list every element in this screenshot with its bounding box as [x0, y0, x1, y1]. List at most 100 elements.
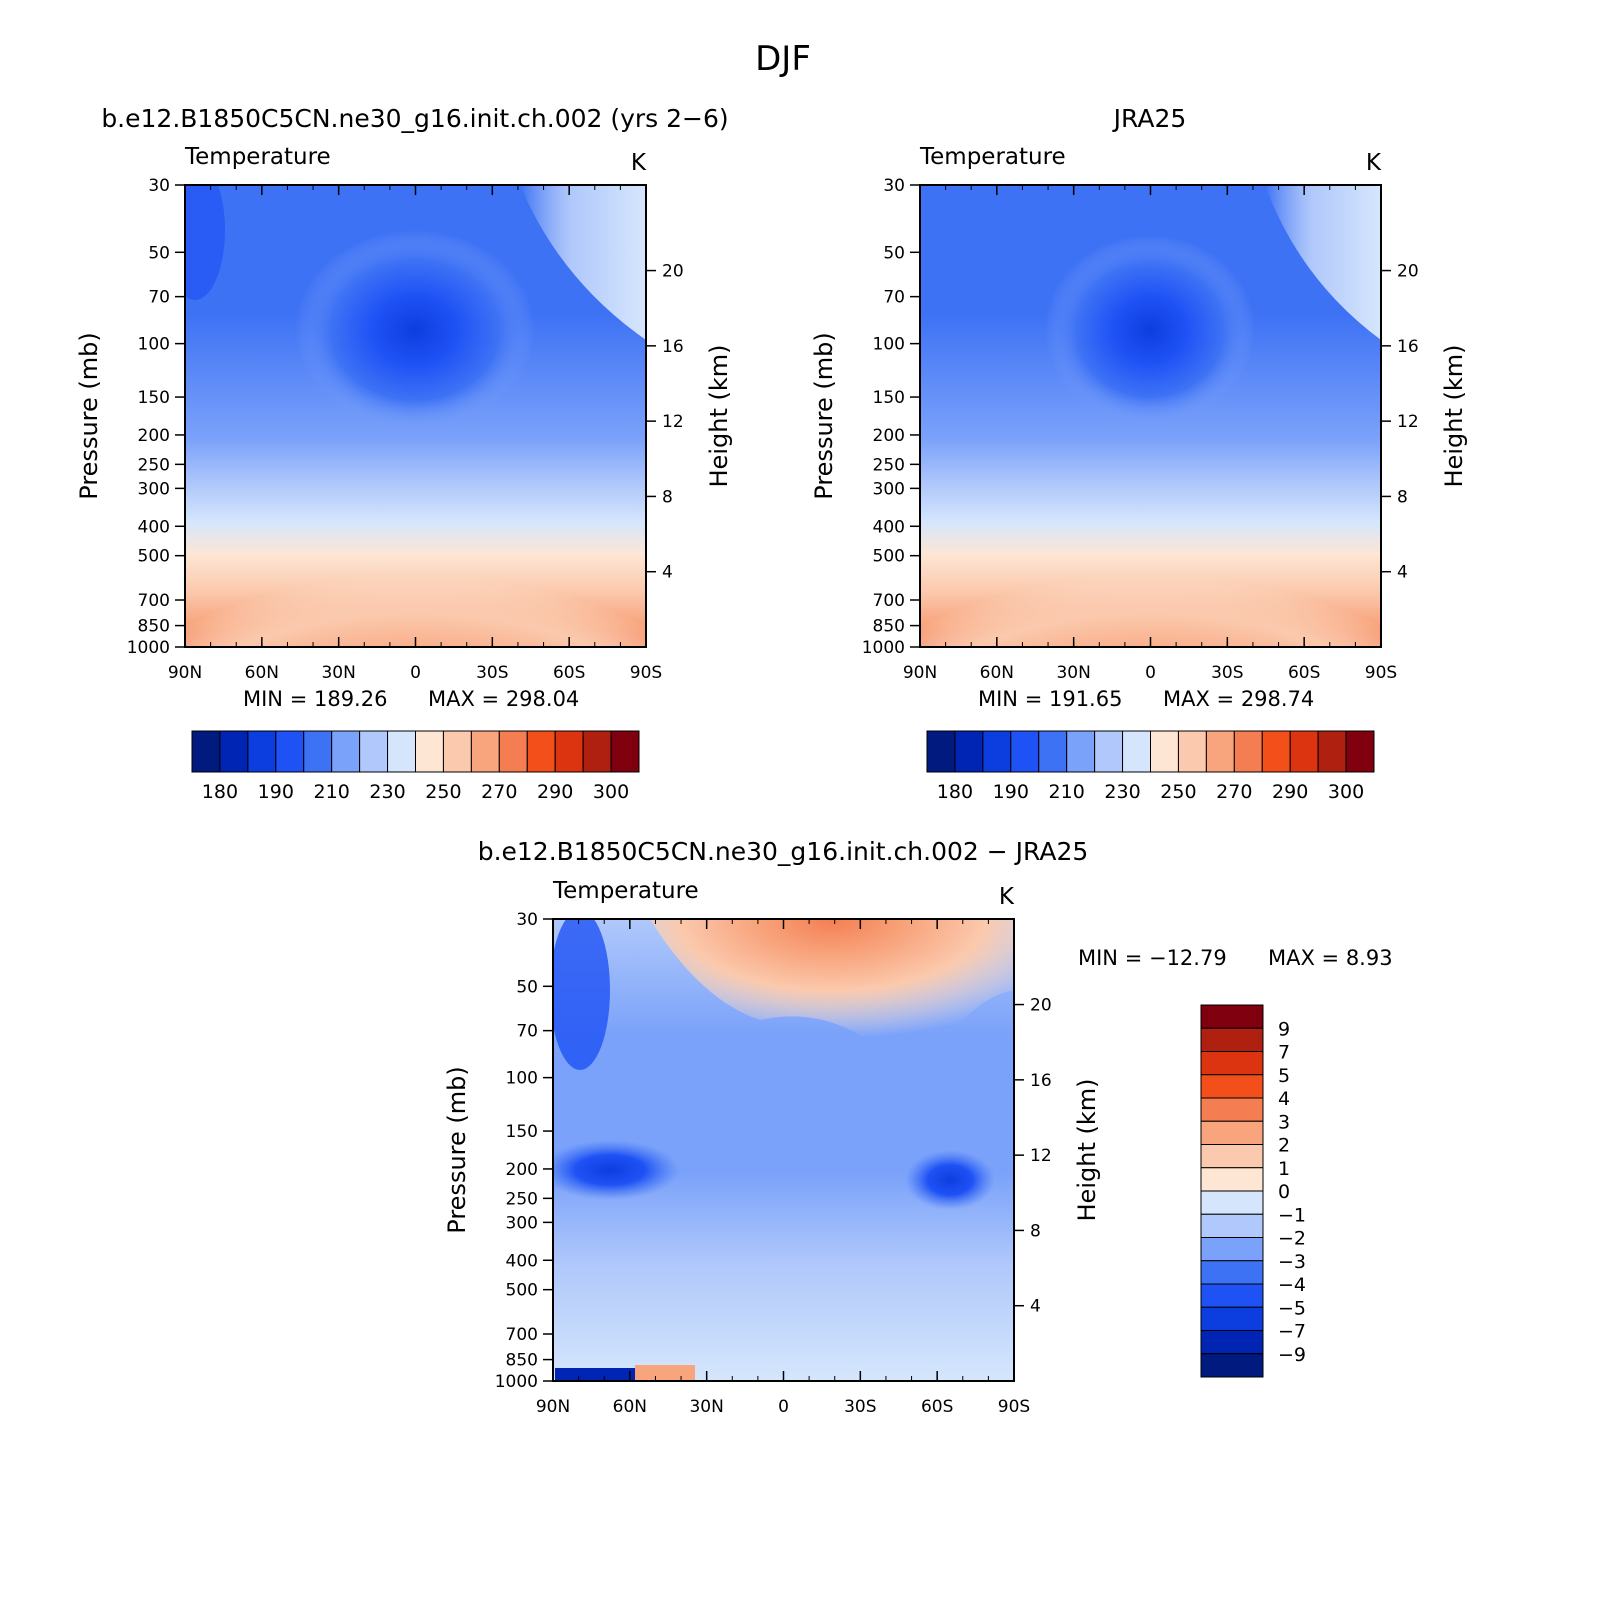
colorbar-swatch [1200, 1306, 1264, 1331]
min-label: MIN = 191.65 [978, 687, 1122, 711]
colorbar-swatch [1261, 730, 1291, 773]
colorbar-swatch [610, 730, 640, 773]
y-tick-label: 500 [506, 1281, 538, 1301]
panel-title: JRA25 [1112, 104, 1187, 133]
colorbar-label: 9 [1278, 1018, 1290, 1040]
colorbar-label: 300 [1328, 781, 1364, 803]
y-tick-label: 200 [506, 1160, 538, 1180]
y-tick-label: 400 [138, 517, 170, 537]
x-tick-label: 0 [1145, 663, 1156, 683]
y-tick-label: 1000 [127, 638, 170, 658]
y-right-tick-label: 20 [662, 262, 684, 282]
colorbar-swatch [982, 730, 1012, 773]
x-tick-label: 60N [245, 663, 279, 683]
colorbar-label: 5 [1278, 1065, 1290, 1087]
x-tick-label: 60N [980, 663, 1014, 683]
colorbar-label: 180 [202, 781, 238, 803]
x-tick-label: 30S [476, 663, 508, 683]
y-tick-label: 100 [873, 335, 905, 355]
y-tick-label: 400 [506, 1251, 538, 1271]
y-tick-label: 400 [873, 517, 905, 537]
colorbar-swatch [1066, 730, 1096, 773]
contour-field [920, 185, 1381, 647]
y-right-axis-title: Height (km) [705, 345, 733, 488]
x-tick-label: 60S [921, 1397, 953, 1417]
panel-difference: b.e12.B1850C5CN.ne30_g16.init.ch.002 − J… [443, 837, 1393, 1417]
units-label: K [1366, 150, 1382, 176]
y-tick-label: 150 [506, 1122, 538, 1142]
colorbar-swatch [1200, 1004, 1264, 1029]
colorbar-label: 180 [937, 781, 973, 803]
colorbar: 180 190 210 230 250 270 290 300 [926, 730, 1375, 803]
x-tick-label: 0 [778, 1397, 789, 1417]
colorbar-label: 3 [1278, 1111, 1290, 1133]
x-tick-label: 60N [613, 1397, 647, 1417]
x-tick-label: 90N [168, 663, 202, 683]
y-right-tick-label: 8 [1030, 1221, 1041, 1241]
y-tick-label: 50 [148, 243, 170, 263]
colorbar-label: 0 [1278, 1181, 1290, 1203]
colorbar-label: 230 [1104, 781, 1140, 803]
y-axis-title: Pressure (mb) [75, 332, 103, 499]
colorbar-swatch [1200, 1283, 1264, 1308]
y-axis-right: 20 16 12 8 4 [646, 262, 684, 583]
y-right-tick-label: 4 [1397, 563, 1408, 583]
colorbar-swatch [1150, 730, 1179, 773]
y-tick-label: 500 [138, 547, 170, 567]
colorbar-swatch [498, 730, 528, 773]
y-axis-right: 20 16 12 8 4 [1014, 996, 1052, 1317]
y-axis-title: Pressure (mb) [810, 332, 838, 499]
y-tick-label: 100 [506, 1069, 538, 1089]
colorbar-swatch [219, 730, 249, 773]
y-tick-label: 250 [506, 1189, 538, 1209]
y-right-tick-label: 16 [662, 337, 684, 357]
x-tick-label: 30N [321, 663, 355, 683]
figure-title: DJF [755, 39, 811, 79]
colorbar-label: 250 [425, 781, 461, 803]
y-tick-label: 100 [138, 335, 170, 355]
y-tick-label: 70 [883, 288, 905, 308]
x-tick-label: 90N [536, 1397, 570, 1417]
colorbar-swatch [1200, 1120, 1264, 1145]
y-right-tick-label: 12 [662, 412, 684, 432]
colorbar-swatch [1200, 1074, 1264, 1099]
colorbar-label: 190 [993, 781, 1029, 803]
colorbar-label: −3 [1278, 1251, 1306, 1273]
colorbar-swatch [1177, 730, 1207, 773]
y-tick-label: 50 [883, 243, 905, 263]
colorbar-label: −9 [1278, 1344, 1306, 1366]
colorbar-swatch [554, 730, 584, 773]
y-right-axis-title: Height (km) [1073, 1079, 1101, 1222]
colorbar-swatch [954, 730, 984, 773]
y-tick-label: 850 [506, 1351, 538, 1371]
colorbar-swatch [470, 730, 500, 773]
panel-title: b.e12.B1850C5CN.ne30_g16.init.ch.002 (yr… [101, 104, 728, 133]
y-right-tick-label: 4 [1030, 1297, 1041, 1317]
x-tick-label: 30N [689, 1397, 723, 1417]
colorbar-label: 210 [1049, 781, 1085, 803]
y-right-tick-label: 12 [1030, 1146, 1052, 1166]
colorbar-swatch [1038, 730, 1068, 773]
y-tick-label: 500 [873, 547, 905, 567]
colorbar-label: 2 [1278, 1135, 1290, 1157]
y-tick-label: 1000 [495, 1372, 538, 1392]
y-tick-label: 150 [138, 388, 170, 408]
colorbar-label: −5 [1278, 1297, 1306, 1319]
y-tick-label: 30 [883, 176, 905, 196]
y-right-tick-label: 8 [662, 487, 673, 507]
y-tick-label: 250 [138, 455, 170, 475]
variable-label: Temperature [184, 144, 331, 170]
y-tick-label: 1000 [862, 638, 905, 658]
colorbar-swatch [331, 730, 361, 773]
y-right-tick-label: 20 [1397, 262, 1419, 282]
colorbar-swatch [1010, 730, 1040, 773]
y-right-tick-label: 16 [1397, 337, 1419, 357]
contour-field [185, 185, 646, 647]
y-tick-label: 700 [506, 1325, 538, 1345]
x-tick-label: 30S [844, 1397, 876, 1417]
colorbar-label: 210 [314, 781, 350, 803]
colorbar-label: 270 [481, 781, 517, 803]
